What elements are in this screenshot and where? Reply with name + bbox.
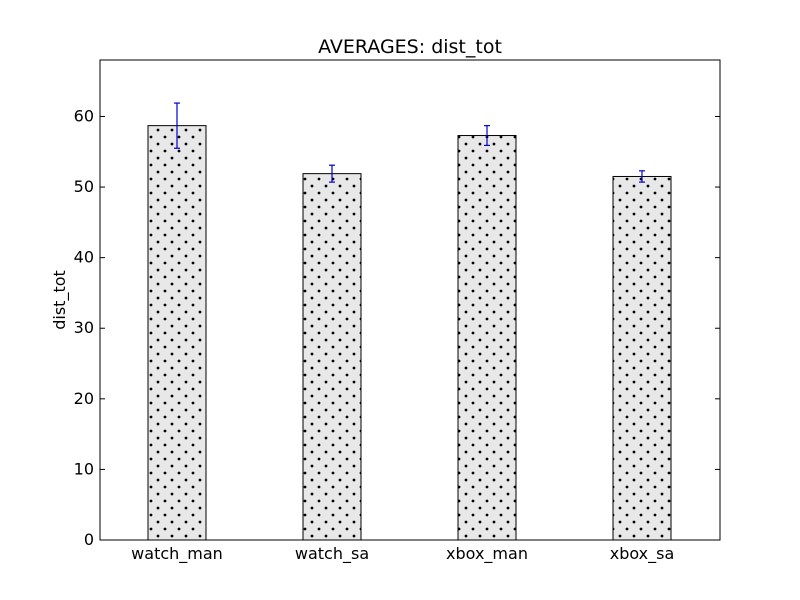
x-tick-label-watch_sa: watch_sa — [295, 544, 369, 564]
bar-xbox_sa — [612, 175, 672, 541]
bar-xbox_man — [457, 135, 517, 541]
y-tick-label-40: 40 — [74, 248, 94, 267]
y-tick-label-60: 60 — [74, 106, 94, 125]
plot-frame — [99, 59, 721, 541]
x-ticks-group: watch_man watch_sa xbox_man xbox_sa — [131, 544, 674, 564]
error-bar-watch_sa — [329, 164, 335, 183]
x-tick-label-xbox_man: xbox_man — [446, 544, 528, 564]
y-tick-label-30: 30 — [74, 318, 94, 337]
bar-watch_man — [147, 125, 207, 541]
bar-watch_sa — [302, 173, 362, 541]
y-tick-label-10: 10 — [74, 459, 94, 478]
x-tick-label-watch_man: watch_man — [131, 544, 223, 564]
error-bars-group — [174, 102, 645, 183]
error-bar-xbox_sa — [639, 170, 645, 183]
y-axis-label: dist_tot — [50, 270, 70, 330]
bars-group — [147, 125, 672, 541]
y-tick-label-50: 50 — [74, 177, 94, 196]
y-tick-label-20: 20 — [74, 389, 94, 408]
error-bar-watch_man — [174, 102, 180, 149]
chart-title: AVERAGES: dist_tot — [318, 36, 502, 58]
x-tick-label-xbox_sa: xbox_sa — [610, 544, 675, 564]
y-tick-label-0: 0 — [84, 530, 94, 549]
error-bar-xbox_man — [484, 125, 490, 147]
